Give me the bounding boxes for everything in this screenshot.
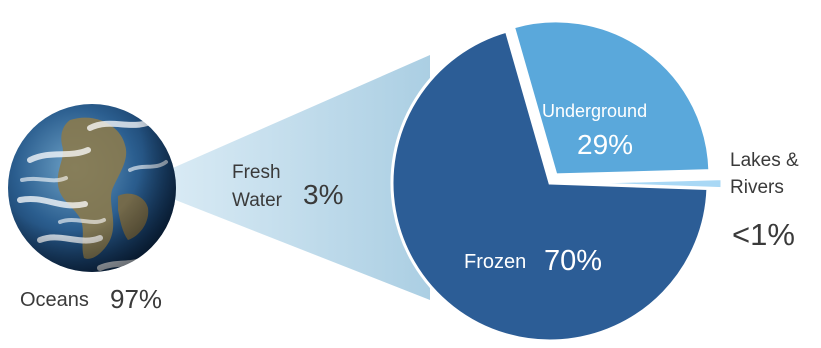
pie-slice-underground: [511, 19, 712, 177]
underground-label: Underground: [542, 101, 647, 121]
fresh-water-label-line2: Water: [232, 190, 283, 211]
fresh-water-value: 3%: [303, 179, 343, 210]
oceans-label: Oceans: [20, 289, 89, 311]
pie-chart: [390, 19, 724, 343]
frozen-value: 70%: [544, 245, 602, 277]
lakes-rivers-label-line1: Lakes &: [730, 150, 799, 171]
pie-slice-lakes-rivers: [563, 177, 724, 191]
fresh-water-label-line1: Fresh: [232, 162, 281, 183]
frozen-label: Frozen: [464, 251, 526, 273]
oceans-value: 97%: [110, 284, 162, 314]
earth-globe-icon: [8, 104, 176, 272]
lakes-rivers-label-line2: Rivers: [730, 177, 784, 198]
lakes-rivers-value: <1%: [732, 217, 795, 252]
fresh-water-connector: [150, 55, 430, 300]
pie-slice-frozen: [390, 29, 710, 343]
underground-value: 29%: [577, 129, 633, 160]
